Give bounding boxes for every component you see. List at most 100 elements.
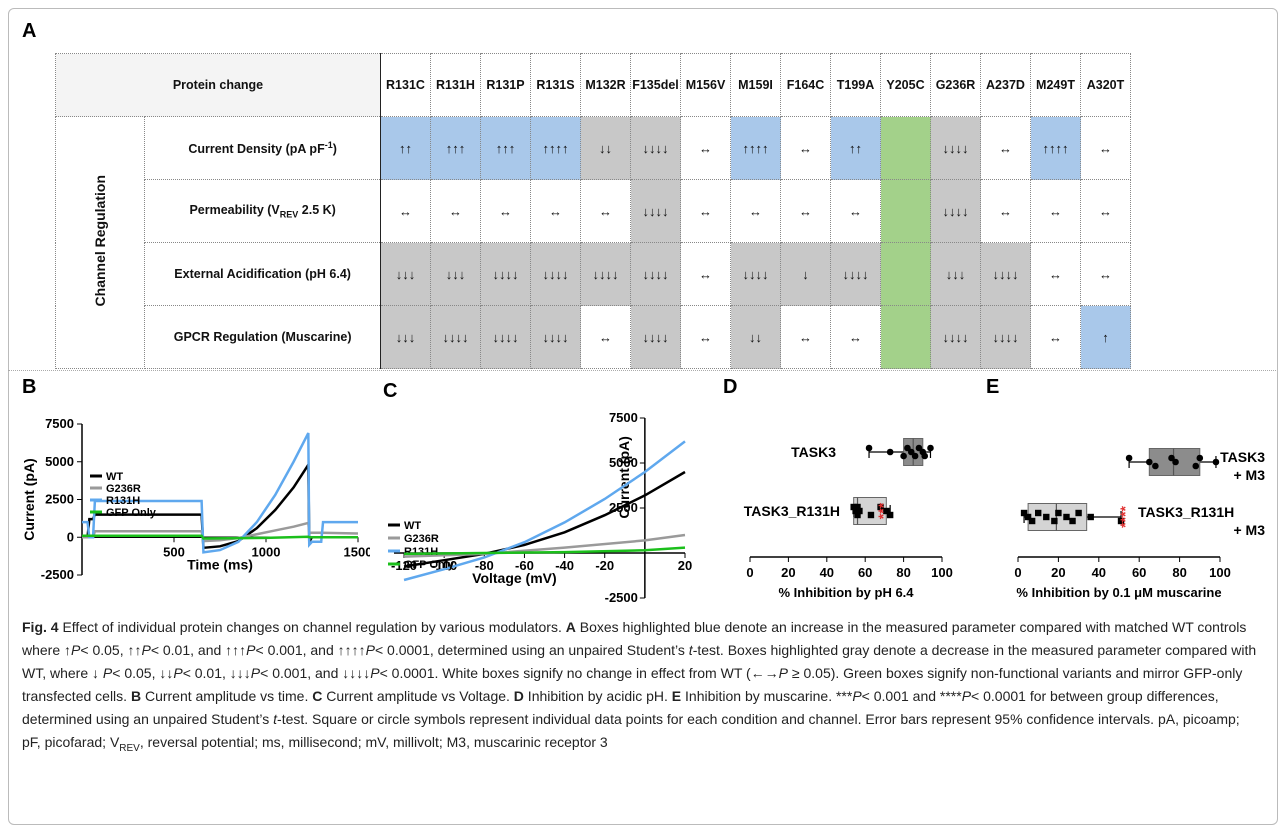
data-point bbox=[886, 448, 894, 456]
table-cell: ↓↓ bbox=[580, 116, 631, 180]
data-point bbox=[1125, 454, 1133, 462]
x-axis-label: % Inhibition by 0.1 μM muscarine bbox=[1016, 585, 1221, 600]
significance-marker: *** bbox=[875, 502, 891, 519]
y-tick-label: 5000 bbox=[609, 455, 638, 470]
column-header-f164c: F164C bbox=[780, 53, 831, 117]
table-cell: ↔ bbox=[1080, 179, 1131, 243]
table-cell: ↔ bbox=[1030, 242, 1081, 306]
data-point bbox=[1075, 509, 1082, 517]
data-point bbox=[877, 503, 884, 511]
data-point bbox=[1055, 509, 1062, 517]
series-line-g236r bbox=[403, 533, 686, 558]
panel-d-letter: D bbox=[723, 376, 738, 398]
y-tick-label: -2500 bbox=[41, 567, 74, 582]
table-cell: ↔ bbox=[980, 116, 1031, 180]
x-tick-label: 100 bbox=[931, 565, 953, 580]
y-tick-label: 0 bbox=[67, 529, 74, 544]
panel-b-letter: B bbox=[22, 376, 37, 398]
legend-label: GFP Only bbox=[404, 559, 455, 571]
table-cell: ↑↑↑↑ bbox=[1030, 116, 1081, 180]
data-point bbox=[911, 452, 919, 460]
y-tick-label: 7500 bbox=[45, 416, 74, 431]
table-cell: ↓↓↓↓ bbox=[580, 242, 631, 306]
x-tick-label: -80 bbox=[475, 558, 494, 573]
x-tick-label: 500 bbox=[163, 544, 185, 559]
table-cell: ↔ bbox=[980, 179, 1031, 243]
table-cell: ↔ bbox=[580, 305, 631, 369]
series-label-line2: + M3 bbox=[1233, 522, 1265, 538]
table-cell: ↑ bbox=[1080, 305, 1131, 369]
data-point bbox=[1196, 454, 1204, 462]
data-point bbox=[900, 452, 907, 460]
series-line-r131h bbox=[82, 432, 358, 554]
data-point bbox=[1043, 513, 1050, 521]
data-point bbox=[1035, 509, 1042, 517]
table-cell: ↓↓↓↓ bbox=[980, 242, 1031, 306]
data-point bbox=[865, 444, 873, 452]
x-tick-label: -20 bbox=[595, 558, 614, 573]
x-tick-label: 60 bbox=[1132, 565, 1146, 580]
table-cell bbox=[880, 305, 931, 369]
legend-label: G236R bbox=[404, 533, 439, 545]
data-point bbox=[883, 507, 890, 515]
y-tick-label: 7500 bbox=[609, 410, 638, 425]
data-point bbox=[850, 503, 857, 511]
data-point bbox=[1117, 517, 1125, 525]
data-point bbox=[867, 511, 875, 519]
x-axis-label: Voltage (mV) bbox=[472, 570, 557, 586]
column-header-r131h: R131H bbox=[430, 53, 481, 117]
legend-label: R131H bbox=[106, 495, 140, 507]
row-label: External Acidification (pH 6.4) bbox=[144, 242, 381, 306]
table-cell: ↓↓↓ bbox=[380, 305, 431, 369]
table-cell: ↔ bbox=[480, 179, 531, 243]
legend-label: G236R bbox=[106, 483, 141, 495]
x-axis-label: % Inhibition by pH 6.4 bbox=[778, 585, 914, 600]
x-tick-label: 20 bbox=[1051, 565, 1065, 580]
data-point bbox=[1069, 517, 1076, 525]
table-cell: ↑↑↑↑ bbox=[730, 116, 781, 180]
table-cell: ↓↓↓↓ bbox=[830, 242, 881, 306]
data-point bbox=[1192, 462, 1200, 470]
x-tick-label: 1500 bbox=[344, 544, 370, 559]
table-cell: ↓↓↓ bbox=[930, 242, 981, 306]
table-cell: ↑↑↑ bbox=[480, 116, 531, 180]
y-tick-label: 2500 bbox=[45, 492, 74, 507]
chart-inhibition-ph: 0 20 40 60 80 100 % Inhibition by pH 6.4 TASK3 T… bbox=[744, 438, 953, 600]
data-point bbox=[1212, 458, 1220, 466]
table-cell: ↔ bbox=[1080, 242, 1131, 306]
data-point bbox=[1152, 462, 1159, 470]
column-header-t199a: T199A bbox=[830, 53, 881, 117]
data-point bbox=[854, 503, 861, 511]
table-cell: ↓↓↓↓ bbox=[930, 305, 981, 369]
x-axis-label: Time (ms) bbox=[187, 556, 253, 572]
column-header-r131p: R131P bbox=[480, 53, 531, 117]
table-cell: ↓↓↓↓ bbox=[930, 179, 981, 243]
x-tick-label: 100 bbox=[1209, 565, 1231, 580]
column-header-y205c: Y205C bbox=[880, 53, 931, 117]
table-cell: ↓ bbox=[780, 242, 831, 306]
table-cell: ↓↓↓↓ bbox=[630, 305, 681, 369]
regulation-table: Protein change R131C R131H R131P R131S M132R… bbox=[54, 53, 1131, 369]
row-label: Current Density (pA pF-1) bbox=[144, 116, 381, 180]
series-label-line2: + M3 bbox=[1233, 467, 1265, 483]
series-line-gfp-only bbox=[82, 534, 358, 540]
table-cell: ↔ bbox=[830, 305, 881, 369]
table-cell: ↔ bbox=[380, 179, 431, 243]
series-label: TASK3_R131H bbox=[744, 503, 840, 519]
table-cell: ↔ bbox=[680, 242, 731, 306]
x-tick-label: -60 bbox=[515, 558, 534, 573]
table-row: Channel Regulation Current Density (pA pF… bbox=[54, 116, 1131, 369]
table-cell: ↑↑↑ bbox=[430, 116, 481, 180]
column-header-m159i: M159I bbox=[730, 53, 781, 117]
chart-inhibition-muscarine: 0 20 40 60 80 100 % Inhibition by 0.1 μM musca… bbox=[1014, 448, 1265, 600]
table-cell bbox=[880, 242, 931, 306]
table-cell: ↑↑↑↑ bbox=[530, 116, 581, 180]
x-tick-label: 40 bbox=[1092, 565, 1106, 580]
legend-label: WT bbox=[106, 471, 123, 483]
table-cell: ↔ bbox=[680, 116, 731, 180]
significance-marker: **** bbox=[1117, 506, 1133, 528]
data-point bbox=[1063, 513, 1070, 521]
series-label: TASK3 bbox=[1220, 449, 1265, 465]
table-cell: ↓↓↓↓ bbox=[930, 116, 981, 180]
